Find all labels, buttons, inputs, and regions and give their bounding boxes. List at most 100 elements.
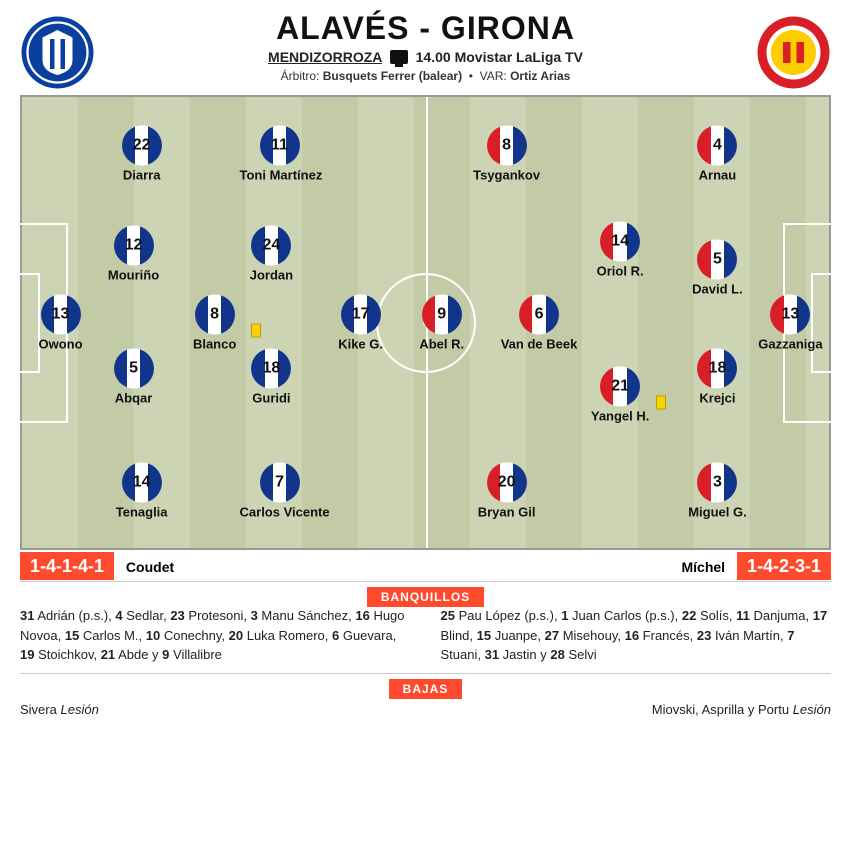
player-toni-mart-nez: 11 Toni Martínez <box>240 126 320 183</box>
subs-lists: 31 Adrián (p.s.), 4 Sedlar, 23 Protesoni… <box>20 606 831 665</box>
home-coach: Coudet <box>126 559 174 575</box>
player-bryan-gil: 20 Bryan Gil <box>467 462 547 519</box>
bajas-home-reason: Lesión <box>60 702 98 717</box>
player-name: Carlos Vicente <box>240 504 320 519</box>
match-header: ALAVÉS - GIRONA MENDIZORROZA 14.00 Movis… <box>20 10 831 83</box>
bajas-home-names: Sivera <box>20 702 57 717</box>
player-number: 18 <box>251 349 291 389</box>
referee-label: Árbitro: <box>281 69 320 83</box>
player-oriol-r-: 14 Oriol R. <box>580 221 660 278</box>
player-david-l-: 5 David L. <box>677 239 757 296</box>
away-badge <box>756 15 831 90</box>
home-badge <box>20 15 95 90</box>
player-name: Abqar <box>94 391 174 406</box>
match-time: 14.00 <box>416 49 451 65</box>
player-tsygankov: 8 Tsygankov <box>467 126 547 183</box>
player-number: 6 <box>519 294 559 334</box>
player-van-de-beek: 6 Van de Beek <box>499 294 579 351</box>
tv-icon <box>390 50 408 64</box>
away-formation: 1-4-2-3-1 <box>737 552 831 580</box>
match-title: ALAVÉS - GIRONA <box>20 10 831 47</box>
subs-away: 25 Pau López (p.s.), 1 Juan Carlos (p.s.… <box>441 606 832 665</box>
player-number: 13 <box>770 294 810 334</box>
player-name: Krejci <box>677 391 757 406</box>
player-arnau: 4 Arnau <box>677 126 757 183</box>
banquillos-title: BANQUILLOS <box>20 581 831 606</box>
player-name: Abel R. <box>402 336 482 351</box>
player-name: Miguel G. <box>677 504 757 519</box>
player-tenaglia: 14 Tenaglia <box>102 462 182 519</box>
player-name: David L. <box>677 281 757 296</box>
player-name: Tsygankov <box>467 168 547 183</box>
player-owono: 13 Owono <box>21 294 101 351</box>
player-number: 5 <box>114 349 154 389</box>
bajas-away: Miovski, Asprilla y Portu Lesión <box>652 702 831 717</box>
player-number: 8 <box>195 294 235 334</box>
player-number: 3 <box>697 462 737 502</box>
yellow-card-icon <box>251 323 261 337</box>
var-name: Ortiz Arias <box>510 69 570 83</box>
player-jordan: 24 Jordan <box>231 226 311 283</box>
player-krejci: 18 Krejci <box>677 349 757 406</box>
player-name: Bryan Gil <box>467 504 547 519</box>
yellow-card-icon <box>656 396 666 410</box>
player-number: 11 <box>260 126 300 166</box>
player-name: Kike G. <box>321 336 401 351</box>
away-coach: Míchel <box>682 559 726 575</box>
player-name: Guridi <box>231 391 311 406</box>
bajas-row: Sivera Lesión Miovski, Asprilla y Portu … <box>20 702 831 717</box>
venue-row: MENDIZORROZA 14.00 Movistar LaLiga TV <box>20 49 831 65</box>
player-name: Tenaglia <box>102 504 182 519</box>
venue-name: MENDIZORROZA <box>268 49 382 65</box>
officials: Árbitro: Busquets Ferrer (balear) • VAR:… <box>20 69 831 83</box>
player-number: 9 <box>422 294 462 334</box>
player-number: 20 <box>487 462 527 502</box>
player-number: 5 <box>697 239 737 279</box>
bajas-home: Sivera Lesión <box>20 702 99 717</box>
player-name: Oriol R. <box>580 263 660 278</box>
match-tv: Movistar LaLiga TV <box>455 49 583 65</box>
player-name: Van de Beek <box>499 336 579 351</box>
player-number: 7 <box>260 462 300 502</box>
player-number: 18 <box>697 349 737 389</box>
bajas-title: BAJAS <box>20 673 831 698</box>
bajas-away-reason: Lesión <box>793 702 831 717</box>
player-number: 22 <box>122 126 162 166</box>
player-abqar: 5 Abqar <box>94 349 174 406</box>
player-number: 17 <box>341 294 381 334</box>
player-guridi: 18 Guridi <box>231 349 311 406</box>
coaches-row: 1-4-1-4-1 Coudet Míchel 1-4-2-3-1 <box>20 556 831 577</box>
pitch: 13 Owono 22 Diarra 12 Mouriño 5 Abqar 14 Tenaglia… <box>20 95 831 550</box>
home-formation: 1-4-1-4-1 <box>20 552 114 580</box>
player-number: 21 <box>600 367 640 407</box>
player-name: Yangel H. <box>580 409 660 424</box>
player-name: Toni Martínez <box>240 168 320 183</box>
player-yangel-h-: 21 Yangel H. <box>580 367 660 424</box>
player-blanco: 8Blanco <box>175 294 255 351</box>
player-diarra: 22 Diarra <box>102 126 182 183</box>
player-miguel-g-: 3 Miguel G. <box>677 462 757 519</box>
player-gazzaniga: 13 Gazzaniga <box>750 294 830 351</box>
player-name: Jordan <box>231 268 311 283</box>
player-number: 14 <box>122 462 162 502</box>
player-abel-r-: 9 Abel R. <box>402 294 482 351</box>
bajas-away-names: Miovski, Asprilla y Portu <box>652 702 789 717</box>
player-name: Mouriño <box>94 268 174 283</box>
player-number: 12 <box>114 226 154 266</box>
player-number: 4 <box>697 126 737 166</box>
banquillos-label: BANQUILLOS <box>367 587 484 607</box>
bajas-label: BAJAS <box>389 679 463 699</box>
player-number: 8 <box>487 126 527 166</box>
player-kike-g-: 17 Kike G. <box>321 294 401 351</box>
player-number: 13 <box>41 294 81 334</box>
player-name: Gazzaniga <box>750 336 830 351</box>
player-number: 24 <box>251 226 291 266</box>
referee-name: Busquets Ferrer (balear) <box>323 69 462 83</box>
player-name: Arnau <box>677 168 757 183</box>
player-number: 14 <box>600 221 640 261</box>
subs-home: 31 Adrián (p.s.), 4 Sedlar, 23 Protesoni… <box>20 606 411 665</box>
var-label: VAR: <box>480 69 507 83</box>
player-name: Owono <box>21 336 101 351</box>
player-carlos-vicente: 7 Carlos Vicente <box>240 462 320 519</box>
player-name: Diarra <box>102 168 182 183</box>
